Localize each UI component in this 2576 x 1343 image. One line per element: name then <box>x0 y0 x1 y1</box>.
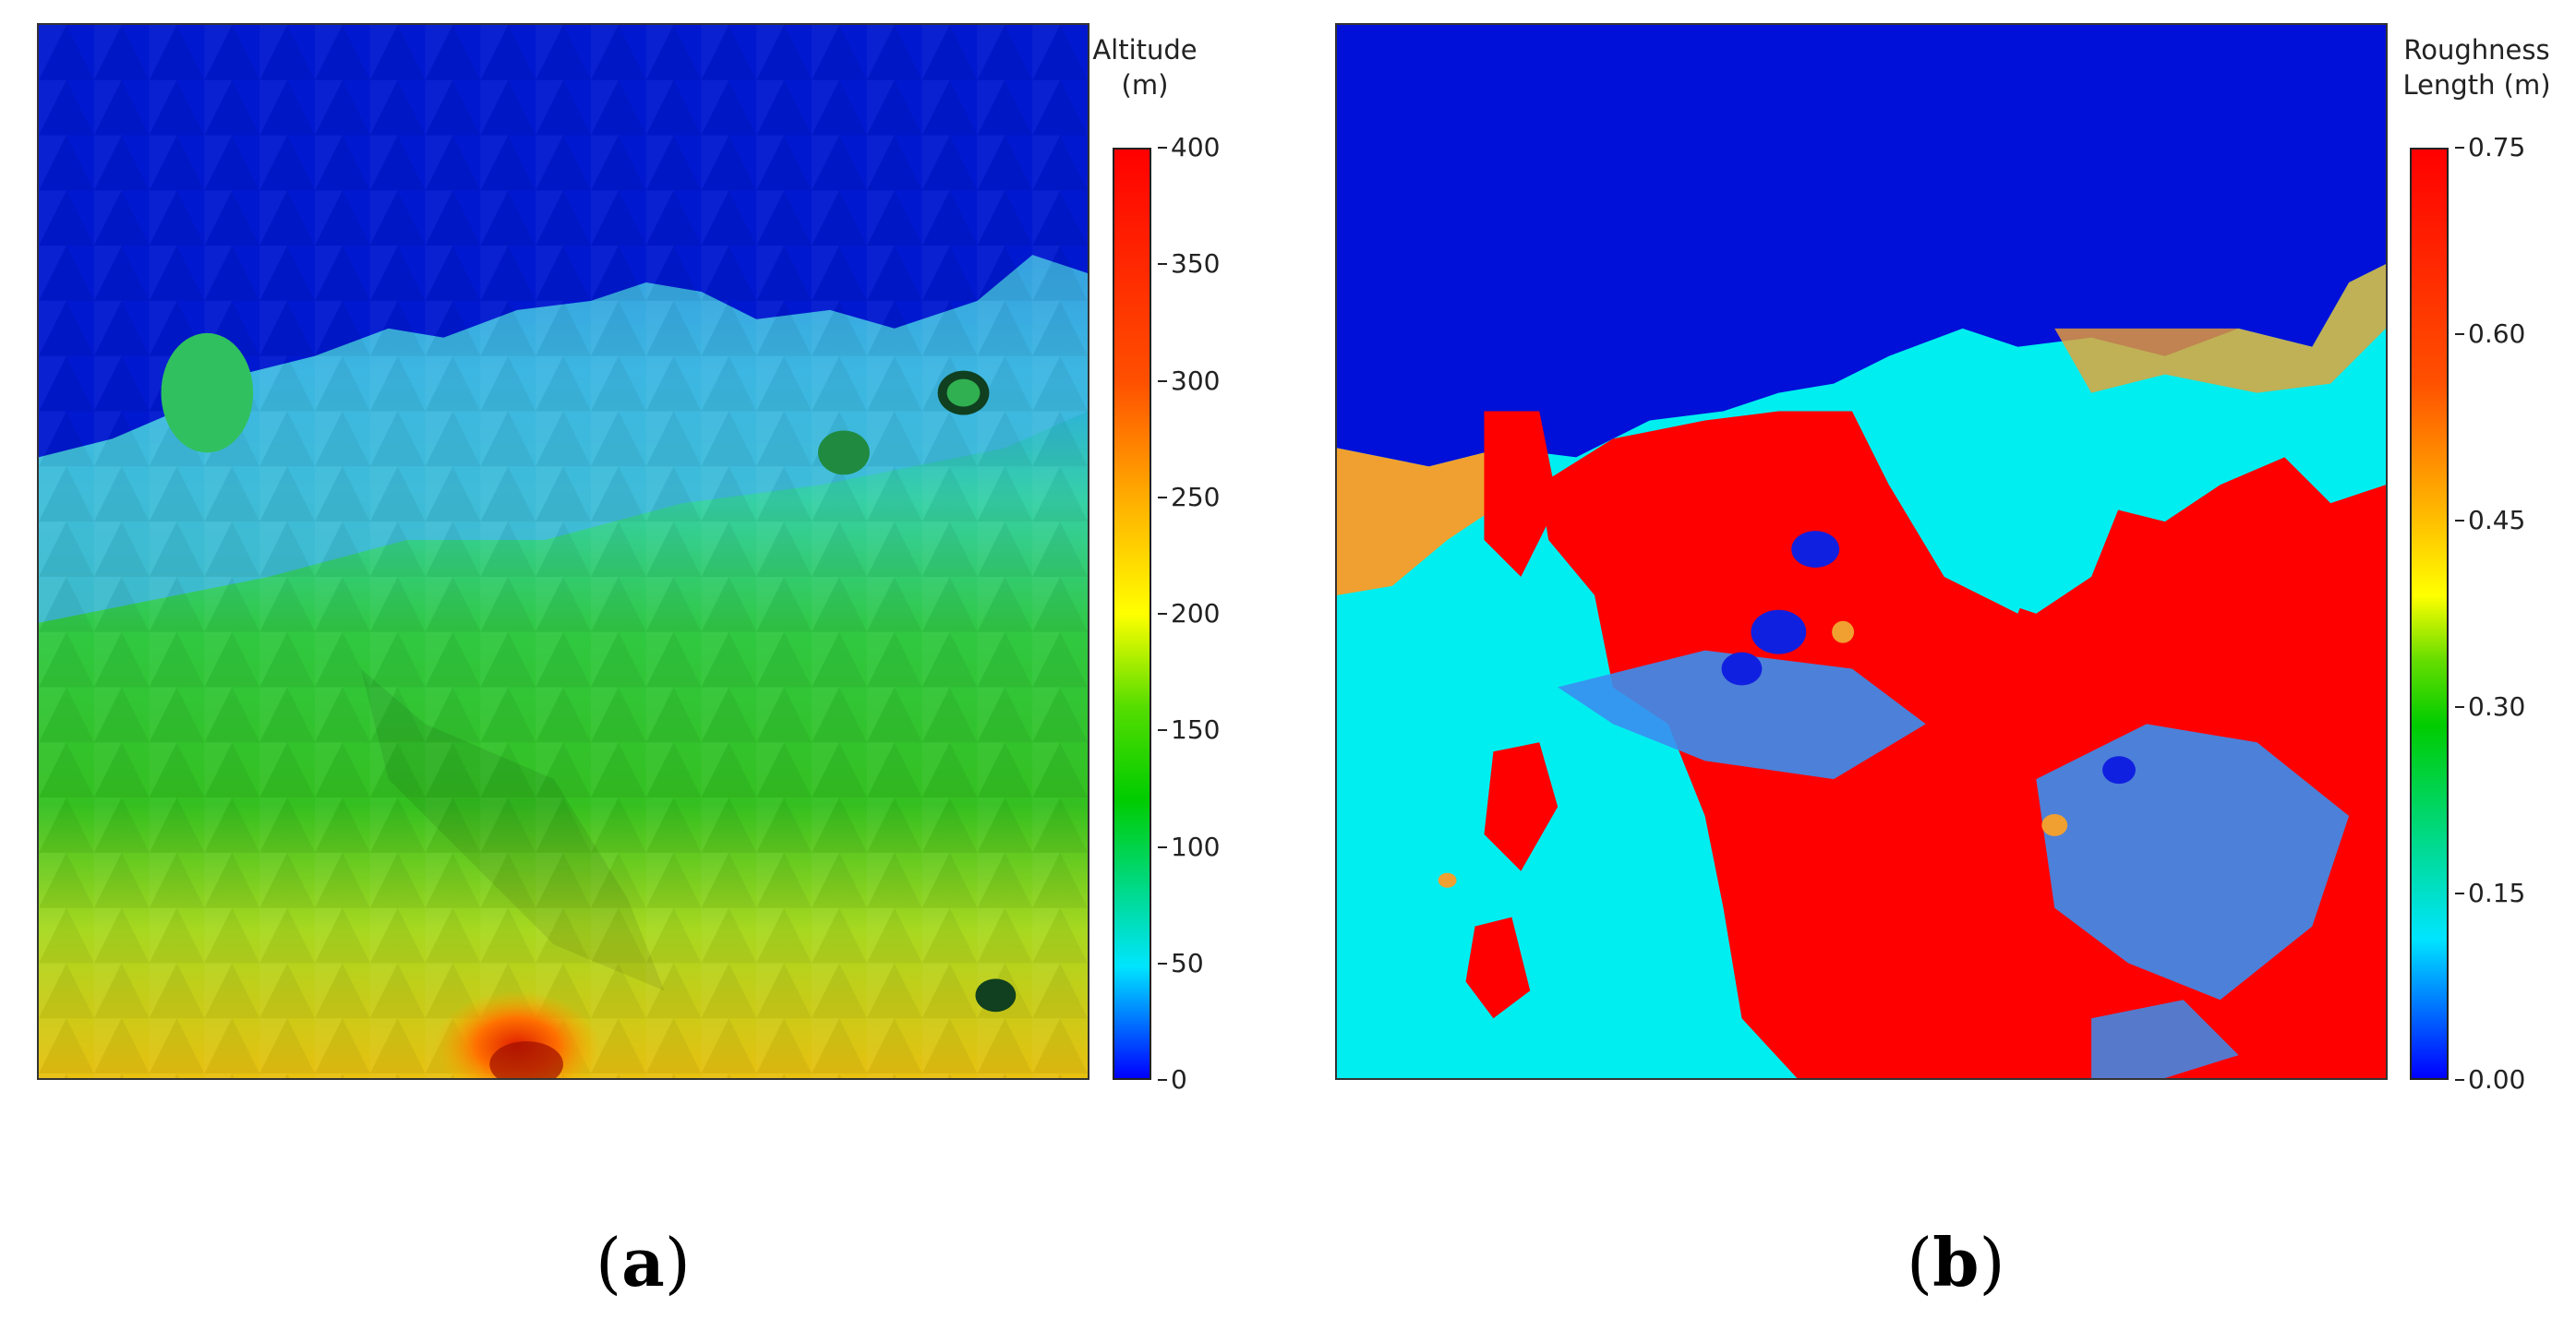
altitude-colorbar <box>1113 148 1151 1080</box>
colorbar-tick-label: 0.30 <box>2454 691 2526 722</box>
colorbar-tick-label: 250 <box>1157 481 1221 512</box>
panel-label-b: (b) <box>1907 1223 2005 1301</box>
colorbar-tick-label: 0 <box>1158 1064 1187 1095</box>
colorbar-tick-label: 0.75 <box>2454 132 2526 162</box>
roughness-map <box>1335 23 2388 1080</box>
colorbar-tick-label: 300 <box>1157 365 1221 396</box>
altitude-colorbar-title: Altitude (m) <box>1092 34 1198 101</box>
roughness-landuse-image <box>1337 25 2386 1078</box>
colorbar-tick-label: 200 <box>1157 598 1221 629</box>
island <box>161 332 254 453</box>
colorbar-tick-label: 150 <box>1157 714 1221 746</box>
colorbar-tick-label: 0.60 <box>2454 318 2526 349</box>
colorbar-tick-label: 350 <box>1157 248 1221 280</box>
colorbar-tick-label: 400 <box>1157 132 1221 162</box>
altitude-terrain-image <box>39 25 1088 1078</box>
altitude-map <box>37 23 1089 1080</box>
colorbar-tick-label: 0.15 <box>2454 878 2526 908</box>
colorbar-tick-label: 0.45 <box>2454 505 2526 535</box>
panel-label-a: (a) <box>596 1223 691 1301</box>
colorbar-tick-label: 50 <box>1158 947 1204 978</box>
roughness-colorbar <box>2410 148 2449 1080</box>
colorbar-tick-label: 0.00 <box>2454 1064 2526 1095</box>
colorbar-tick-label: 100 <box>1157 831 1221 862</box>
roughness-colorbar-title: Roughness Length (m) <box>2402 34 2551 101</box>
